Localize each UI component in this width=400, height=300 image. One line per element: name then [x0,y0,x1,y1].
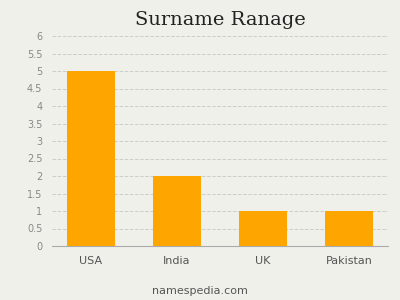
Bar [326,211,373,246]
Bar [67,71,114,246]
Text: namespedia.com: namespedia.com [152,286,248,296]
Bar [153,176,201,246]
Title: Surname Ranage: Surname Ranage [135,11,305,29]
Bar [239,211,287,246]
